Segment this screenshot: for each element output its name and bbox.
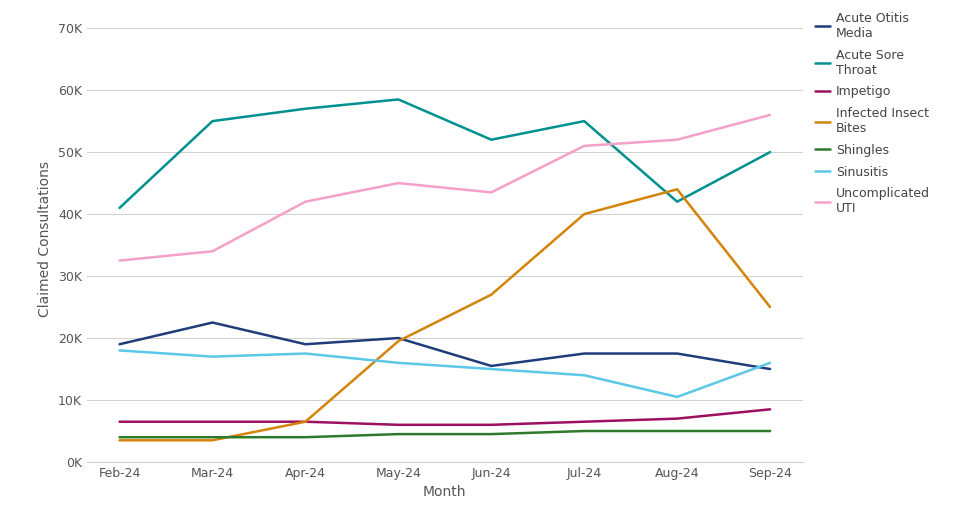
Acute Sore
Throat (578, 118, 590, 124)
Sinusitis (300, 350, 311, 356)
Shingles (764, 428, 776, 434)
Sinusitis (207, 353, 219, 360)
Infected Insect
Bites (393, 338, 404, 344)
Sinusitis (578, 372, 590, 379)
Infected Insect
Bites (764, 304, 776, 310)
Uncomplicated
UTI (764, 112, 776, 118)
Acute Sore
Throat (114, 205, 126, 211)
Line: Acute Otitis
Media: Acute Otitis Media (120, 322, 770, 369)
Infected Insect
Bites (207, 437, 219, 444)
Shingles (207, 434, 219, 440)
Acute Otitis
Media (114, 341, 126, 348)
Infected Insect
Bites (578, 211, 590, 217)
Acute Otitis
Media (764, 366, 776, 372)
Impetigo (671, 415, 683, 422)
Y-axis label: Claimed Consultations: Claimed Consultations (39, 161, 52, 317)
Infected Insect
Bites (114, 437, 126, 444)
X-axis label: Month: Month (424, 486, 466, 499)
Acute Otitis
Media (207, 319, 219, 326)
Acute Otitis
Media (393, 335, 404, 341)
Acute Sore
Throat (485, 136, 497, 143)
Line: Impetigo: Impetigo (120, 410, 770, 425)
Line: Shingles: Shingles (120, 431, 770, 437)
Acute Sore
Throat (671, 198, 683, 205)
Acute Sore
Throat (764, 149, 776, 155)
Infected Insect
Bites (671, 186, 683, 193)
Impetigo (114, 418, 126, 425)
Infected Insect
Bites (485, 291, 497, 298)
Line: Sinusitis: Sinusitis (120, 351, 770, 397)
Shingles (671, 428, 683, 434)
Shingles (578, 428, 590, 434)
Acute Otitis
Media (671, 350, 683, 356)
Acute Sore
Throat (207, 118, 219, 124)
Shingles (300, 434, 311, 440)
Impetigo (485, 422, 497, 428)
Shingles (114, 434, 126, 440)
Sinusitis (485, 366, 497, 372)
Impetigo (300, 418, 311, 425)
Sinusitis (393, 360, 404, 366)
Uncomplicated
UTI (671, 136, 683, 143)
Line: Uncomplicated
UTI: Uncomplicated UTI (120, 115, 770, 260)
Legend: Acute Otitis
Media, Acute Sore
Throat, Impetigo, Infected Insect
Bites, Shingles: Acute Otitis Media, Acute Sore Throat, I… (809, 7, 935, 220)
Acute Otitis
Media (578, 350, 590, 356)
Uncomplicated
UTI (114, 257, 126, 264)
Acute Sore
Throat (393, 96, 404, 102)
Impetigo (578, 418, 590, 425)
Line: Infected Insect
Bites: Infected Insect Bites (120, 190, 770, 440)
Shingles (393, 431, 404, 437)
Acute Otitis
Media (300, 341, 311, 348)
Uncomplicated
UTI (207, 248, 219, 255)
Uncomplicated
UTI (393, 180, 404, 186)
Sinusitis (114, 348, 126, 354)
Shingles (485, 431, 497, 437)
Acute Sore
Throat (300, 106, 311, 112)
Infected Insect
Bites (300, 418, 311, 425)
Impetigo (393, 422, 404, 428)
Sinusitis (764, 360, 776, 366)
Acute Otitis
Media (485, 363, 497, 369)
Uncomplicated
UTI (300, 198, 311, 205)
Uncomplicated
UTI (485, 189, 497, 195)
Impetigo (764, 406, 776, 413)
Sinusitis (671, 394, 683, 400)
Impetigo (207, 418, 219, 425)
Uncomplicated
UTI (578, 143, 590, 149)
Line: Acute Sore
Throat: Acute Sore Throat (120, 99, 770, 208)
